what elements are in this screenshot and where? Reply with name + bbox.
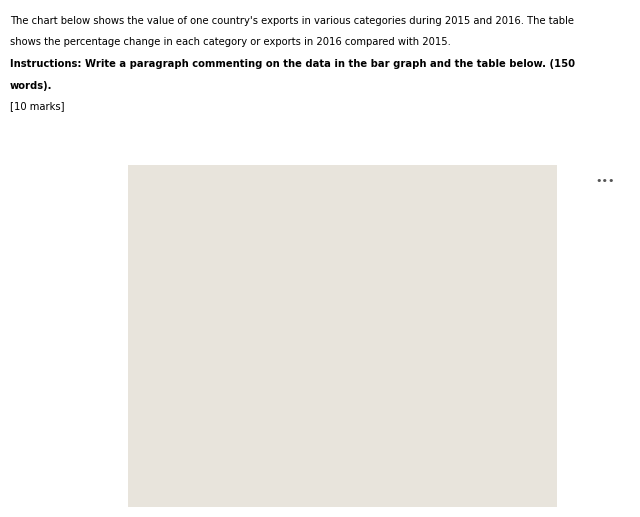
FancyBboxPatch shape — [358, 460, 541, 481]
FancyBboxPatch shape — [144, 398, 358, 419]
FancyBboxPatch shape — [358, 481, 541, 501]
FancyBboxPatch shape — [144, 377, 541, 398]
Bar — [430, 299, 455, 391]
Text: words).: words). — [10, 81, 52, 91]
Title: Export Earnings (2015–2016): Export Earnings (2015–2016) — [257, 169, 460, 182]
Legend: 2015, 2016: 2015, 2016 — [282, 170, 397, 191]
Text: Petroleum products: Petroleum products — [152, 403, 254, 414]
Y-axis label: $ billions: $ billions — [136, 251, 146, 297]
Bar — [405, 300, 430, 391]
Text: ▲: ▲ — [381, 464, 391, 477]
FancyBboxPatch shape — [358, 398, 541, 419]
Text: ▲: ▲ — [381, 484, 391, 498]
Text: Percentage change in values (2015–2016): Percentage change in values (2015–2016) — [220, 383, 465, 393]
Text: Instructions: Write a paragraph commenting on the data in the bar graph and the : Instructions: Write a paragraph commenti… — [10, 59, 575, 69]
Text: Textiles: Textiles — [152, 486, 191, 496]
Text: ▲: ▲ — [381, 402, 391, 415]
FancyBboxPatch shape — [144, 460, 358, 481]
Text: 3%: 3% — [422, 403, 438, 414]
Bar — [477, 318, 502, 391]
Text: •••: ••• — [595, 176, 614, 186]
Text: 5.18%: 5.18% — [422, 445, 455, 455]
Bar — [189, 212, 215, 391]
Text: Agricultural products: Agricultural products — [152, 465, 262, 476]
Text: Gems and jewellery: Gems and jewellery — [152, 445, 255, 455]
Text: 15.24%: 15.24% — [422, 486, 461, 496]
Bar — [287, 212, 312, 391]
Text: The chart below shows the value of one country's exports in various categories d: The chart below shows the value of one c… — [10, 16, 573, 25]
Bar — [502, 299, 527, 391]
FancyBboxPatch shape — [144, 481, 358, 501]
Text: Engineered goods: Engineered goods — [152, 424, 246, 434]
X-axis label: Product Category: Product Category — [304, 392, 413, 402]
FancyBboxPatch shape — [358, 419, 541, 439]
Bar — [358, 274, 383, 391]
Text: ▲: ▲ — [381, 422, 391, 436]
Bar — [333, 265, 358, 391]
Bar — [262, 227, 287, 391]
FancyBboxPatch shape — [144, 419, 358, 439]
FancyBboxPatch shape — [358, 439, 541, 460]
Text: [10 marks]: [10 marks] — [10, 101, 64, 111]
FancyBboxPatch shape — [144, 439, 358, 460]
Bar — [215, 207, 240, 391]
Text: ▼: ▼ — [381, 443, 391, 457]
Text: shows the percentage change in each category or exports in 2016 compared with 20: shows the percentage change in each cate… — [10, 37, 451, 47]
Text: 0.81%: 0.81% — [422, 465, 455, 476]
Text: 8.5%: 8.5% — [422, 424, 448, 434]
